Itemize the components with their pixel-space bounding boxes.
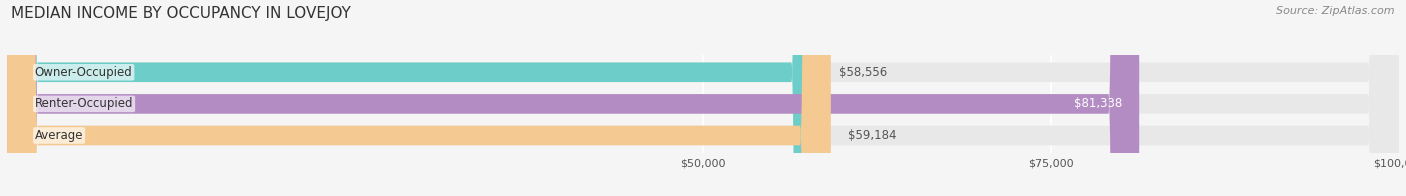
FancyBboxPatch shape	[7, 0, 831, 196]
FancyBboxPatch shape	[7, 0, 1139, 196]
Text: Average: Average	[35, 129, 83, 142]
FancyBboxPatch shape	[7, 0, 823, 196]
FancyBboxPatch shape	[7, 0, 1399, 196]
Text: Renter-Occupied: Renter-Occupied	[35, 97, 134, 110]
FancyBboxPatch shape	[7, 0, 1399, 196]
Text: MEDIAN INCOME BY OCCUPANCY IN LOVEJOY: MEDIAN INCOME BY OCCUPANCY IN LOVEJOY	[11, 6, 352, 21]
Text: $58,556: $58,556	[839, 66, 887, 79]
Text: $59,184: $59,184	[848, 129, 896, 142]
Text: Source: ZipAtlas.com: Source: ZipAtlas.com	[1277, 6, 1395, 16]
Text: $81,338: $81,338	[1074, 97, 1122, 110]
Text: Owner-Occupied: Owner-Occupied	[35, 66, 132, 79]
FancyBboxPatch shape	[7, 0, 1399, 196]
